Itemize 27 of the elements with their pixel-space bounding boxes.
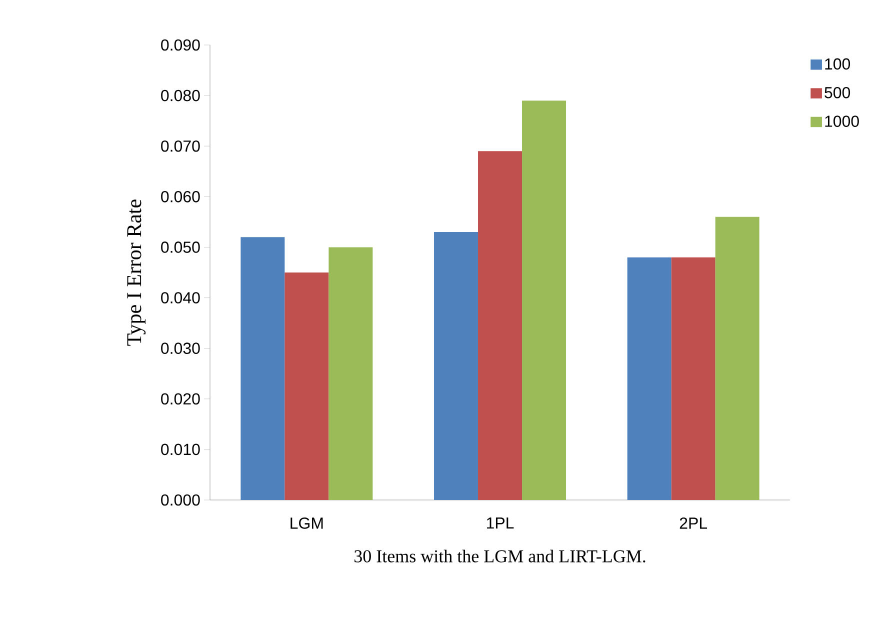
y-axis-title: Type I Error Rate [127, 200, 146, 346]
y-tick-label: 0.030 [161, 342, 200, 354]
y-tick-label: 0.080 [161, 90, 200, 102]
y-tick-label: 0.040 [161, 292, 200, 304]
legend-label: 100 [825, 58, 850, 70]
x-axis-title: 30 Items with the LGM and LIRT-LGM. [354, 550, 646, 562]
bar [284, 272, 329, 500]
x-tick-label: LGM [290, 518, 323, 529]
bar [522, 100, 566, 500]
y-tick-label: 0.020 [161, 393, 200, 405]
y-tick-label: 0.090 [161, 39, 200, 51]
y-tick-label: 0.000 [161, 494, 200, 506]
y-tick-label: 0.050 [161, 242, 200, 253]
legend-label: 500 [824, 86, 850, 98]
bar [240, 237, 285, 500]
bar [434, 232, 478, 500]
bar [328, 247, 373, 500]
bar [478, 151, 522, 500]
y-tick-label: 0.070 [161, 140, 200, 152]
x-tick-label: 2PL [680, 518, 708, 529]
legend-label: 1000 [825, 116, 859, 127]
bar [715, 216, 760, 500]
y-tick-label: 0.010 [161, 444, 200, 456]
x-tick-label: 1PL [486, 518, 514, 529]
bar [627, 257, 672, 500]
bar [671, 257, 716, 500]
y-tick-label: 0.060 [161, 190, 200, 202]
